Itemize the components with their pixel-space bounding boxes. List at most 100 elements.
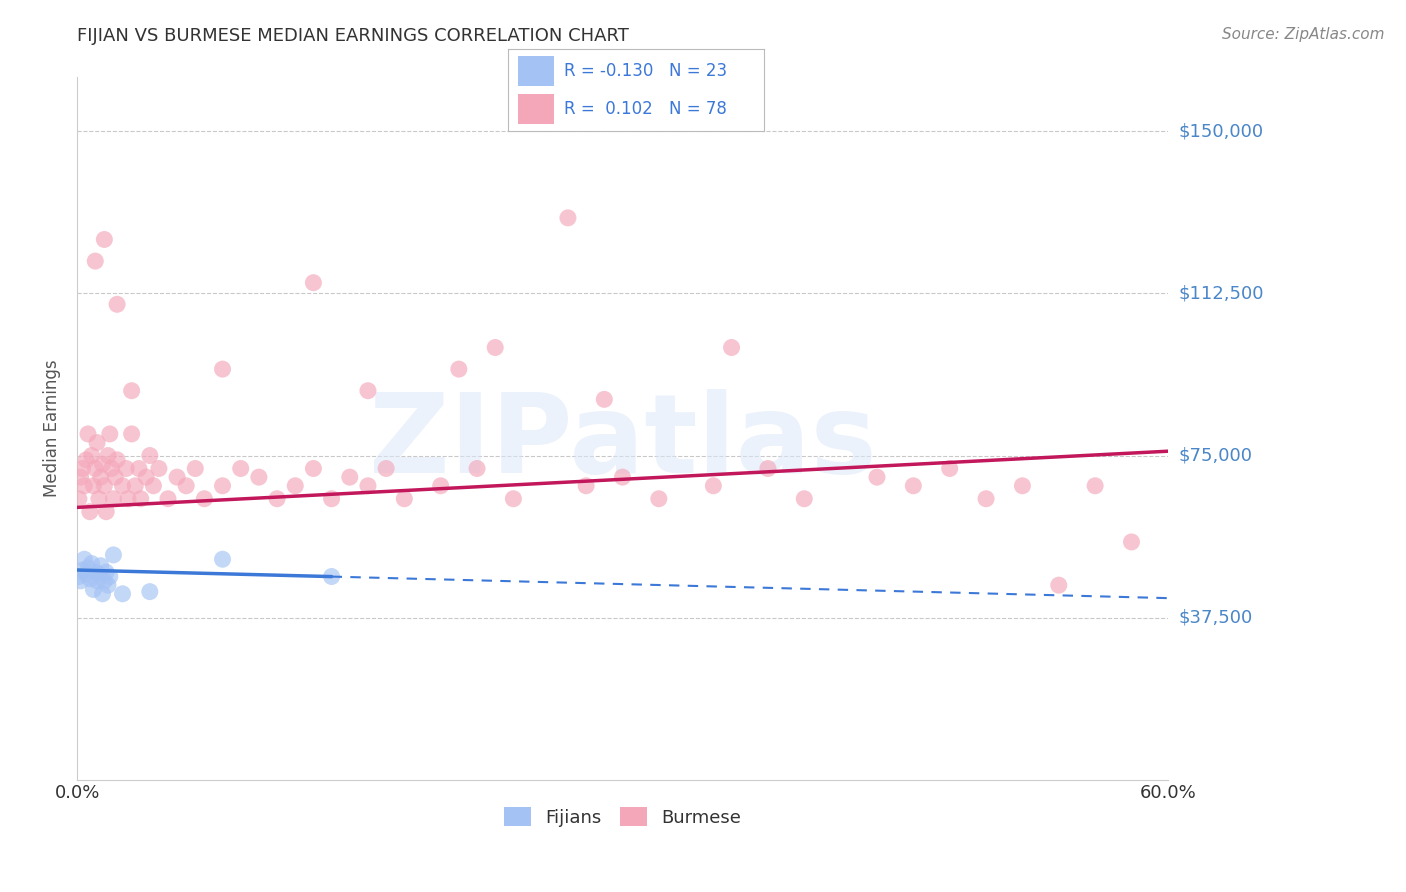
Point	[903, 479, 925, 493]
Point	[593, 392, 616, 407]
Point	[866, 470, 889, 484]
Point	[756, 461, 779, 475]
Point	[67, 491, 90, 506]
Point	[302, 461, 325, 475]
Point	[91, 587, 114, 601]
Point	[73, 552, 96, 566]
Text: R =  0.102: R = 0.102	[564, 100, 654, 118]
Text: $75,000: $75,000	[1180, 447, 1253, 465]
Point	[139, 584, 162, 599]
Point	[72, 563, 94, 577]
Text: R = -0.130: R = -0.130	[564, 62, 654, 80]
Point	[612, 470, 634, 484]
Point	[321, 569, 343, 583]
Point	[128, 461, 150, 475]
Point	[166, 470, 188, 484]
Point	[1084, 479, 1107, 493]
Point	[284, 479, 307, 493]
Point	[69, 470, 91, 484]
Point	[79, 572, 101, 586]
Point	[357, 384, 380, 398]
Point	[1047, 578, 1070, 592]
Point	[211, 552, 233, 566]
Point	[90, 470, 112, 484]
Point	[91, 457, 114, 471]
Point	[142, 479, 165, 493]
Point	[229, 461, 252, 475]
Point	[139, 449, 162, 463]
Point	[117, 491, 139, 506]
Point	[86, 435, 108, 450]
Point	[211, 479, 233, 493]
Text: $150,000: $150,000	[1180, 122, 1264, 140]
Point	[105, 297, 128, 311]
Point	[247, 470, 270, 484]
Point	[84, 461, 107, 475]
Text: Source: ZipAtlas.com: Source: ZipAtlas.com	[1222, 27, 1385, 42]
Point	[77, 561, 100, 575]
Point	[75, 453, 97, 467]
Text: N = 78: N = 78	[669, 100, 727, 118]
Point	[115, 461, 138, 475]
Point	[121, 384, 143, 398]
Point	[974, 491, 997, 506]
Text: FIJIAN VS BURMESE MEDIAN EARNINGS CORRELATION CHART: FIJIAN VS BURMESE MEDIAN EARNINGS CORREL…	[77, 27, 630, 45]
Point	[103, 548, 125, 562]
Point	[96, 505, 118, 519]
Point	[148, 461, 170, 475]
Point	[375, 461, 398, 475]
Legend: Fijians, Burmese: Fijians, Burmese	[496, 800, 748, 834]
Point	[465, 461, 488, 475]
Y-axis label: Median Earnings: Median Earnings	[44, 359, 60, 498]
Point	[98, 426, 121, 441]
FancyBboxPatch shape	[519, 94, 554, 124]
Point	[211, 362, 233, 376]
Point	[90, 558, 112, 573]
Point	[484, 341, 506, 355]
Point	[79, 505, 101, 519]
Point	[648, 491, 671, 506]
Point	[1011, 479, 1033, 493]
Point	[156, 491, 179, 506]
Point	[82, 582, 104, 597]
Point	[97, 449, 120, 463]
Point	[80, 557, 103, 571]
Point	[104, 470, 127, 484]
Point	[502, 491, 524, 506]
Point	[1121, 535, 1143, 549]
Point	[67, 569, 90, 583]
Point	[111, 587, 134, 601]
Point	[84, 254, 107, 268]
Point	[93, 574, 115, 588]
Point	[129, 491, 152, 506]
Text: ZIPatlas: ZIPatlas	[368, 389, 876, 496]
Point	[135, 470, 157, 484]
Point	[174, 479, 197, 493]
Point	[429, 479, 451, 493]
Point	[69, 574, 91, 588]
Point	[82, 479, 104, 493]
Point	[447, 362, 470, 376]
Point	[184, 461, 207, 475]
Point	[93, 479, 115, 493]
Point	[97, 578, 120, 592]
Point	[793, 491, 815, 506]
Point	[394, 491, 416, 506]
Point	[80, 449, 103, 463]
Point	[84, 565, 107, 579]
Text: $37,500: $37,500	[1180, 608, 1253, 626]
Point	[575, 479, 598, 493]
Point	[357, 479, 380, 493]
Point	[720, 341, 742, 355]
Point	[96, 565, 118, 579]
Point	[321, 491, 343, 506]
Point	[193, 491, 215, 506]
Point	[98, 569, 121, 583]
Point	[266, 491, 288, 506]
Point	[93, 232, 115, 246]
Point	[75, 567, 97, 582]
Point	[72, 461, 94, 475]
Point	[302, 276, 325, 290]
Point	[557, 211, 579, 225]
Point	[702, 479, 724, 493]
